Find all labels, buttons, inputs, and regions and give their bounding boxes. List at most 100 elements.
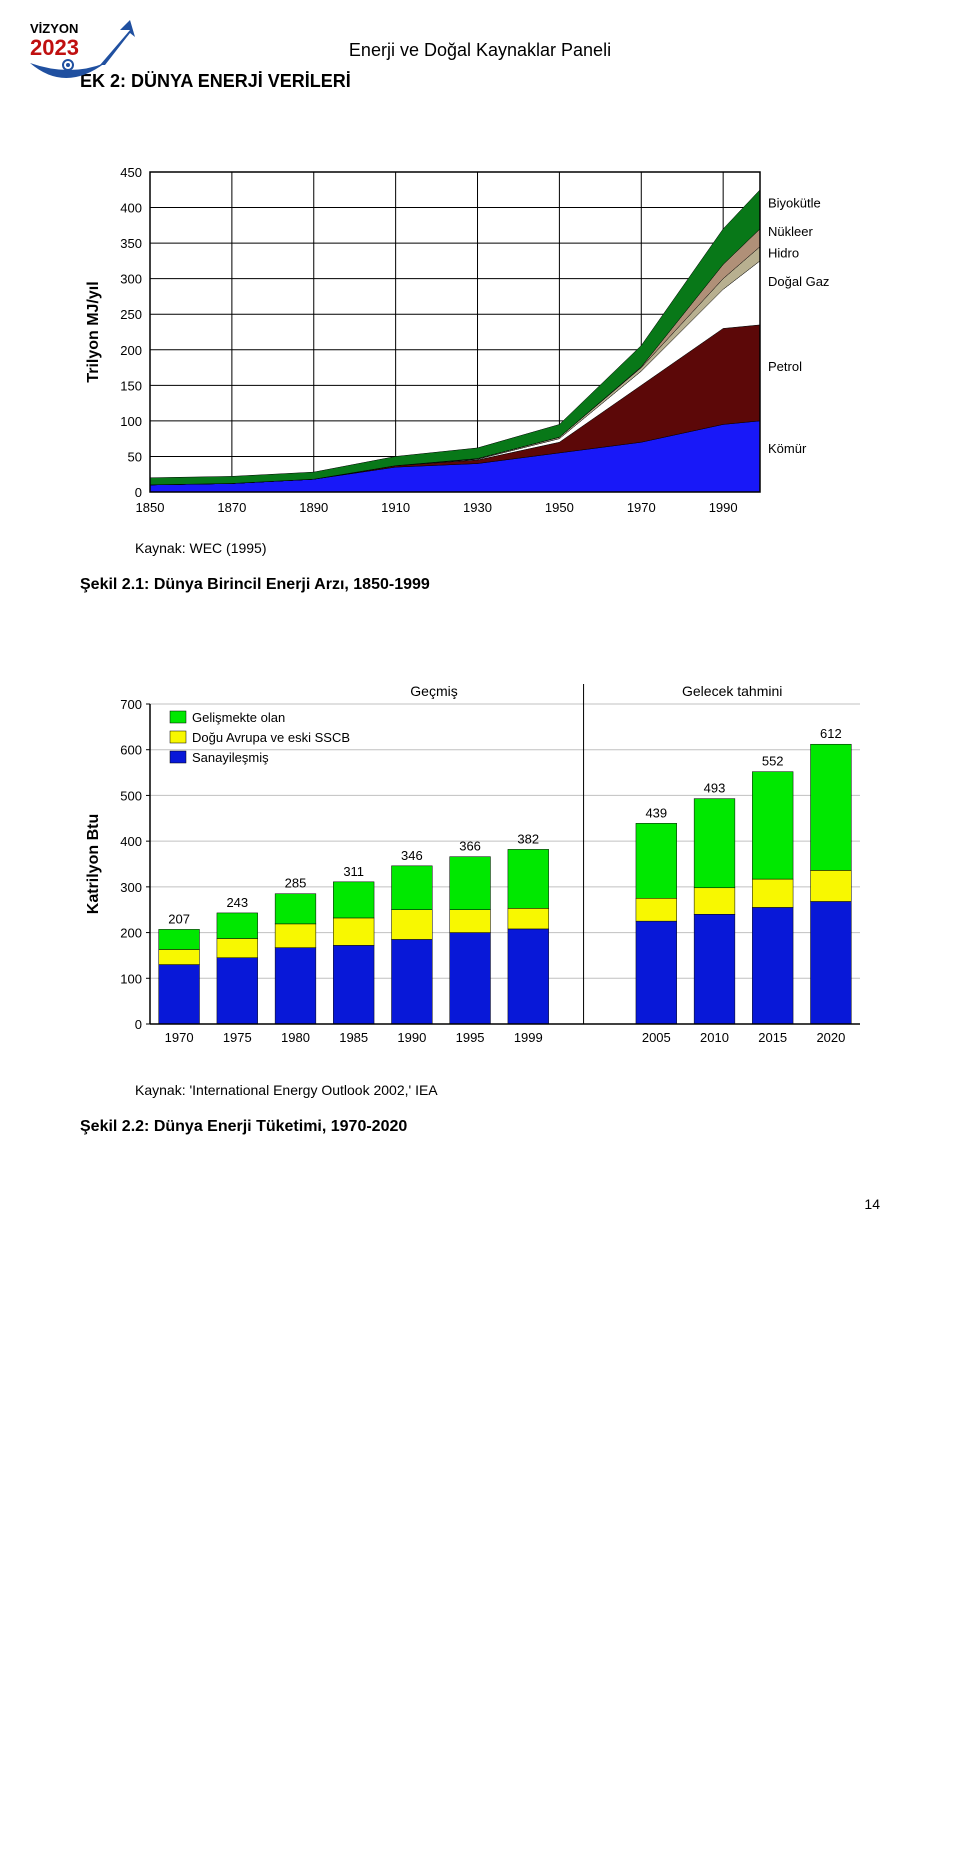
vizyon-logo: VİZYON 2023 bbox=[20, 15, 150, 95]
chart1-xtick: 1890 bbox=[299, 500, 328, 515]
chart2-source: Kaynak: 'International Energy Outlook 20… bbox=[135, 1082, 880, 1098]
chart2-xtick: 2015 bbox=[758, 1030, 787, 1045]
chart2-xtick: 1970 bbox=[165, 1030, 194, 1045]
chart1-xtick: 1930 bbox=[463, 500, 492, 515]
chart1-source: Kaynak: WEC (1995) bbox=[135, 540, 880, 556]
chart2-legend-label: Gelişmekte olan bbox=[192, 710, 285, 725]
chart2-bar-2010-dev bbox=[694, 799, 735, 888]
chart2-bar-2020-ind bbox=[811, 901, 852, 1024]
page-header-title: Enerji ve Doğal Kaynaklar Paneli bbox=[80, 40, 880, 61]
chart2-bar-1975-ind bbox=[217, 958, 258, 1024]
chart2-bar-1985-ind bbox=[333, 945, 374, 1024]
chart2-ytick: 200 bbox=[120, 926, 142, 941]
chart2-xtick: 2020 bbox=[816, 1030, 845, 1045]
chart2-bar-total: 439 bbox=[645, 805, 667, 820]
chart1-ytick: 200 bbox=[120, 343, 142, 358]
chart1-series-label-biomass: Biyokütle bbox=[768, 196, 821, 211]
chart2-bar-2005-dev bbox=[636, 823, 677, 898]
chart2-legend-swatch bbox=[170, 751, 186, 763]
chart1-xtick: 1950 bbox=[545, 500, 574, 515]
chart2-xtick: 1990 bbox=[397, 1030, 426, 1045]
chart2-bar-total: 493 bbox=[704, 781, 726, 796]
chart1-xtick: 1870 bbox=[217, 500, 246, 515]
chart1-ytick: 150 bbox=[120, 378, 142, 393]
chart2-caption: Şekil 2.2: Dünya Enerji Tüketimi, 1970-2… bbox=[80, 1118, 880, 1136]
chart2-bar-2015-dev bbox=[752, 772, 793, 879]
section-title: EK 2: DÜNYA ENERJİ VERİLERİ bbox=[80, 71, 880, 92]
chart2-bar-energy-consumption: GeçmişGelecek tahmini2071970243197528519… bbox=[80, 674, 880, 1098]
chart2-bar-1985-eeur bbox=[333, 918, 374, 945]
chart1-ytick: 250 bbox=[120, 307, 142, 322]
chart2-bar-1999-eeur bbox=[508, 908, 549, 929]
chart1-xtick: 1850 bbox=[136, 500, 165, 515]
chart2-bar-2020-dev bbox=[811, 744, 852, 870]
logo-year-text: 2023 bbox=[30, 35, 79, 60]
chart2-xtick: 1980 bbox=[281, 1030, 310, 1045]
chart2-bar-total: 346 bbox=[401, 848, 423, 863]
chart2-bar-1999-dev bbox=[508, 849, 549, 908]
chart2-bar-total: 207 bbox=[168, 911, 190, 926]
chart2-bar-1995-eeur bbox=[450, 910, 491, 933]
chart2-ylabel: Katrilyon Btu bbox=[85, 814, 102, 914]
chart2-bar-1975-dev bbox=[217, 913, 258, 939]
chart2-xtick: 1995 bbox=[456, 1030, 485, 1045]
chart2-ytick: 500 bbox=[120, 788, 142, 803]
chart1-caption: Şekil 2.1: Dünya Birincil Enerji Arzı, 1… bbox=[80, 576, 880, 594]
chart2-bar-2020-eeur bbox=[811, 870, 852, 901]
chart1-ytick: 450 bbox=[120, 165, 142, 180]
chart2-bar-2015-ind bbox=[752, 907, 793, 1024]
chart1-ytick: 50 bbox=[128, 449, 142, 464]
chart2-legend-swatch bbox=[170, 711, 186, 723]
chart1-xtick: 1990 bbox=[709, 500, 738, 515]
chart2-legend-label: Doğu Avrupa ve eski SSCB bbox=[192, 730, 350, 745]
chart1-series-label-coal: Kömür bbox=[768, 441, 807, 456]
chart2-bar-total: 612 bbox=[820, 726, 842, 741]
chart2-bar-2010-eeur bbox=[694, 888, 735, 915]
chart1-xtick: 1970 bbox=[627, 500, 656, 515]
chart2-bar-2015-eeur bbox=[752, 879, 793, 907]
chart2-bar-1985-dev bbox=[333, 882, 374, 918]
chart2-legend-label: Sanayileşmiş bbox=[192, 750, 269, 765]
chart2-section-future: Gelecek tahmini bbox=[682, 683, 782, 699]
chart2-bar-1990-eeur bbox=[392, 910, 433, 940]
chart2-bar-2005-eeur bbox=[636, 898, 677, 921]
logo-top-text: VİZYON bbox=[30, 21, 78, 36]
chart1-ytick: 400 bbox=[120, 201, 142, 216]
chart2-ytick: 400 bbox=[120, 834, 142, 849]
chart2-bar-2005-ind bbox=[636, 921, 677, 1024]
chart2-bar-1990-dev bbox=[392, 866, 433, 910]
page-number: 14 bbox=[80, 1196, 880, 1212]
chart2-bar-1980-eeur bbox=[275, 924, 316, 948]
chart1-ytick: 0 bbox=[135, 485, 142, 500]
chart2-bar-total: 552 bbox=[762, 754, 784, 769]
chart2-ytick: 0 bbox=[135, 1017, 142, 1032]
chart1-series-label-hydro: Hidro bbox=[768, 245, 799, 260]
chart1-series-label-oil: Petrol bbox=[768, 359, 802, 374]
chart2-bar-1970-dev bbox=[159, 929, 200, 949]
chart2-bar-1970-eeur bbox=[159, 949, 200, 964]
chart1-ytick: 350 bbox=[120, 236, 142, 251]
chart2-bar-1995-dev bbox=[450, 857, 491, 910]
chart1-ylabel: Trilyon MJ/yıl bbox=[85, 281, 102, 382]
chart2-bar-1995-ind bbox=[450, 933, 491, 1024]
chart2-xtick: 1999 bbox=[514, 1030, 543, 1045]
chart2-ytick: 600 bbox=[120, 743, 142, 758]
chart2-bar-total: 311 bbox=[343, 864, 364, 879]
chart2-xtick: 2010 bbox=[700, 1030, 729, 1045]
chart2-section-past: Geçmiş bbox=[410, 683, 457, 699]
chart1-xtick: 1910 bbox=[381, 500, 410, 515]
chart2-ytick: 300 bbox=[120, 880, 142, 895]
chart2-bar-1999-ind bbox=[508, 929, 549, 1024]
chart2-bar-1970-ind bbox=[159, 965, 200, 1024]
chart2-xtick: 1975 bbox=[223, 1030, 252, 1045]
chart2-bar-2010-ind bbox=[694, 914, 735, 1024]
chart2-xtick: 1985 bbox=[339, 1030, 368, 1045]
chart2-bar-1975-eeur bbox=[217, 939, 258, 958]
chart2-bar-1980-ind bbox=[275, 948, 316, 1024]
chart2-bar-1980-dev bbox=[275, 894, 316, 924]
chart2-ytick: 100 bbox=[120, 971, 142, 986]
chart2-xtick: 2005 bbox=[642, 1030, 671, 1045]
chart1-area-energy-supply: 0501001502002503003504004501850187018901… bbox=[80, 152, 880, 556]
chart2-bar-total: 243 bbox=[226, 895, 248, 910]
chart2-bar-total: 366 bbox=[459, 839, 481, 854]
